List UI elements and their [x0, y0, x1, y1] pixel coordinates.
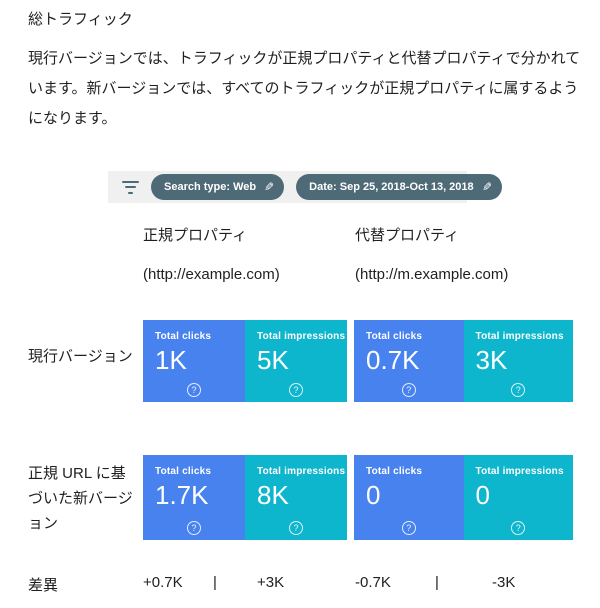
date-range-chip-label: Date: Sep 25, 2018-Oct 13, 2018	[309, 181, 474, 193]
total-clicks-card[interactable]: Total clicks 0.7K ?	[354, 320, 464, 402]
help-icon[interactable]: ?	[511, 521, 526, 535]
card-metric-label: Total impressions	[475, 466, 564, 477]
total-clicks-card[interactable]: Total clicks 1K ?	[143, 320, 245, 402]
filter-icon[interactable]	[122, 180, 139, 194]
help-icon[interactable]: ?	[401, 521, 416, 535]
column-title: 正規プロパティ	[143, 227, 248, 244]
total-impressions-card[interactable]: Total impressions 0 ?	[463, 455, 573, 540]
total-clicks-card[interactable]: Total clicks 0 ?	[354, 455, 464, 540]
filter-bar: Search type: Web ✎ Date: Sep 25, 2018-Oc…	[108, 171, 502, 203]
intro-paragraph: 現行バージョンでは、トラフィックが正規プロパティと代替プロパティで分かれています…	[28, 50, 581, 127]
diff-separator: |	[435, 574, 439, 591]
total-impressions-card[interactable]: Total impressions 3K ?	[463, 320, 573, 402]
help-icon[interactable]: ?	[289, 383, 303, 397]
card-group-current-alternate: Total clicks 0.7K ? Total impressions 3K…	[354, 320, 573, 402]
card-metric-label: Total impressions	[475, 331, 564, 342]
row-label-new-version: 正規 URL に基づいた新バージョン	[28, 465, 133, 532]
diff-row-label: 差異	[28, 577, 59, 594]
edit-icon: ✎	[264, 180, 275, 194]
card-metric-label: Total clicks	[155, 331, 212, 342]
diff-clicks-canonical: +0.7K	[143, 574, 183, 591]
card-group-new-canonical: Total clicks 1.7K ? Total impressions 8K…	[143, 455, 347, 540]
help-icon[interactable]: ?	[289, 521, 303, 535]
date-range-chip[interactable]: Date: Sep 25, 2018-Oct 13, 2018 ✎	[296, 174, 502, 200]
help-icon[interactable]: ?	[187, 383, 201, 397]
total-impressions-card[interactable]: Total impressions 8K ?	[245, 455, 347, 540]
search-type-chip-label: Search type: Web	[164, 181, 257, 193]
total-clicks-card[interactable]: Total clicks 1.7K ?	[143, 455, 245, 540]
card-metric-value: 0.7K	[366, 345, 420, 375]
diff-separator: |	[213, 574, 217, 591]
page-title: 総トラフィック	[28, 11, 133, 28]
column-title: 代替プロパティ	[355, 227, 460, 244]
card-group-current-canonical: Total clicks 1K ? Total impressions 5K ?	[143, 320, 347, 402]
help-icon[interactable]: ?	[511, 383, 526, 397]
card-metric-value: 3K	[475, 345, 508, 375]
card-metric-value: 0	[475, 480, 490, 510]
card-group-new-alternate: Total clicks 0 ? Total impressions 0 ?	[354, 455, 573, 540]
column-url: (http://example.com)	[143, 266, 280, 283]
card-metric-value: 5K	[257, 345, 289, 375]
help-icon[interactable]: ?	[187, 521, 201, 535]
total-impressions-card[interactable]: Total impressions 5K ?	[245, 320, 347, 402]
diff-impressions-alternate: -3K	[492, 574, 516, 591]
card-metric-label: Total clicks	[366, 466, 423, 477]
row-label-current-version: 現行バージョン	[28, 348, 133, 365]
diff-clicks-alternate: -0.7K	[355, 574, 391, 591]
card-metric-value: 1K	[155, 345, 187, 375]
card-metric-value: 0	[366, 480, 381, 510]
search-type-chip[interactable]: Search type: Web ✎	[151, 174, 285, 200]
card-metric-label: Total impressions	[257, 331, 346, 342]
column-url: (http://m.example.com)	[355, 266, 509, 283]
help-icon[interactable]: ?	[401, 383, 416, 397]
card-metric-label: Total clicks	[366, 331, 423, 342]
column-header-alternate: 代替プロパティ (http://m.example.com)	[355, 224, 508, 283]
card-metric-value: 1.7K	[155, 480, 209, 510]
card-metric-value: 8K	[257, 480, 289, 510]
card-metric-label: Total impressions	[257, 466, 346, 477]
diff-impressions-canonical: +3K	[257, 574, 285, 591]
card-metric-label: Total clicks	[155, 466, 212, 477]
edit-icon: ✎	[481, 180, 492, 194]
column-header-canonical: 正規プロパティ (http://example.com)	[143, 224, 280, 283]
